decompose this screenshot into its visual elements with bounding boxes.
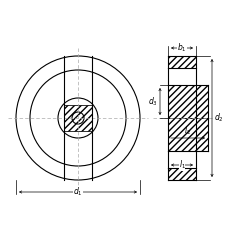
Bar — [64, 105, 92, 131]
Bar — [168, 85, 208, 118]
Text: $d_3$: $d_3$ — [148, 95, 158, 108]
Bar — [168, 168, 196, 180]
Text: $l_2$: $l_2$ — [184, 125, 192, 137]
Text: $l_1$: $l_1$ — [178, 159, 186, 171]
Text: $d_2$: $d_2$ — [214, 112, 224, 124]
Bar — [168, 118, 208, 151]
Text: $d_1$: $d_1$ — [73, 186, 83, 198]
Text: $b_1$: $b_1$ — [177, 42, 187, 54]
Bar — [168, 56, 196, 68]
